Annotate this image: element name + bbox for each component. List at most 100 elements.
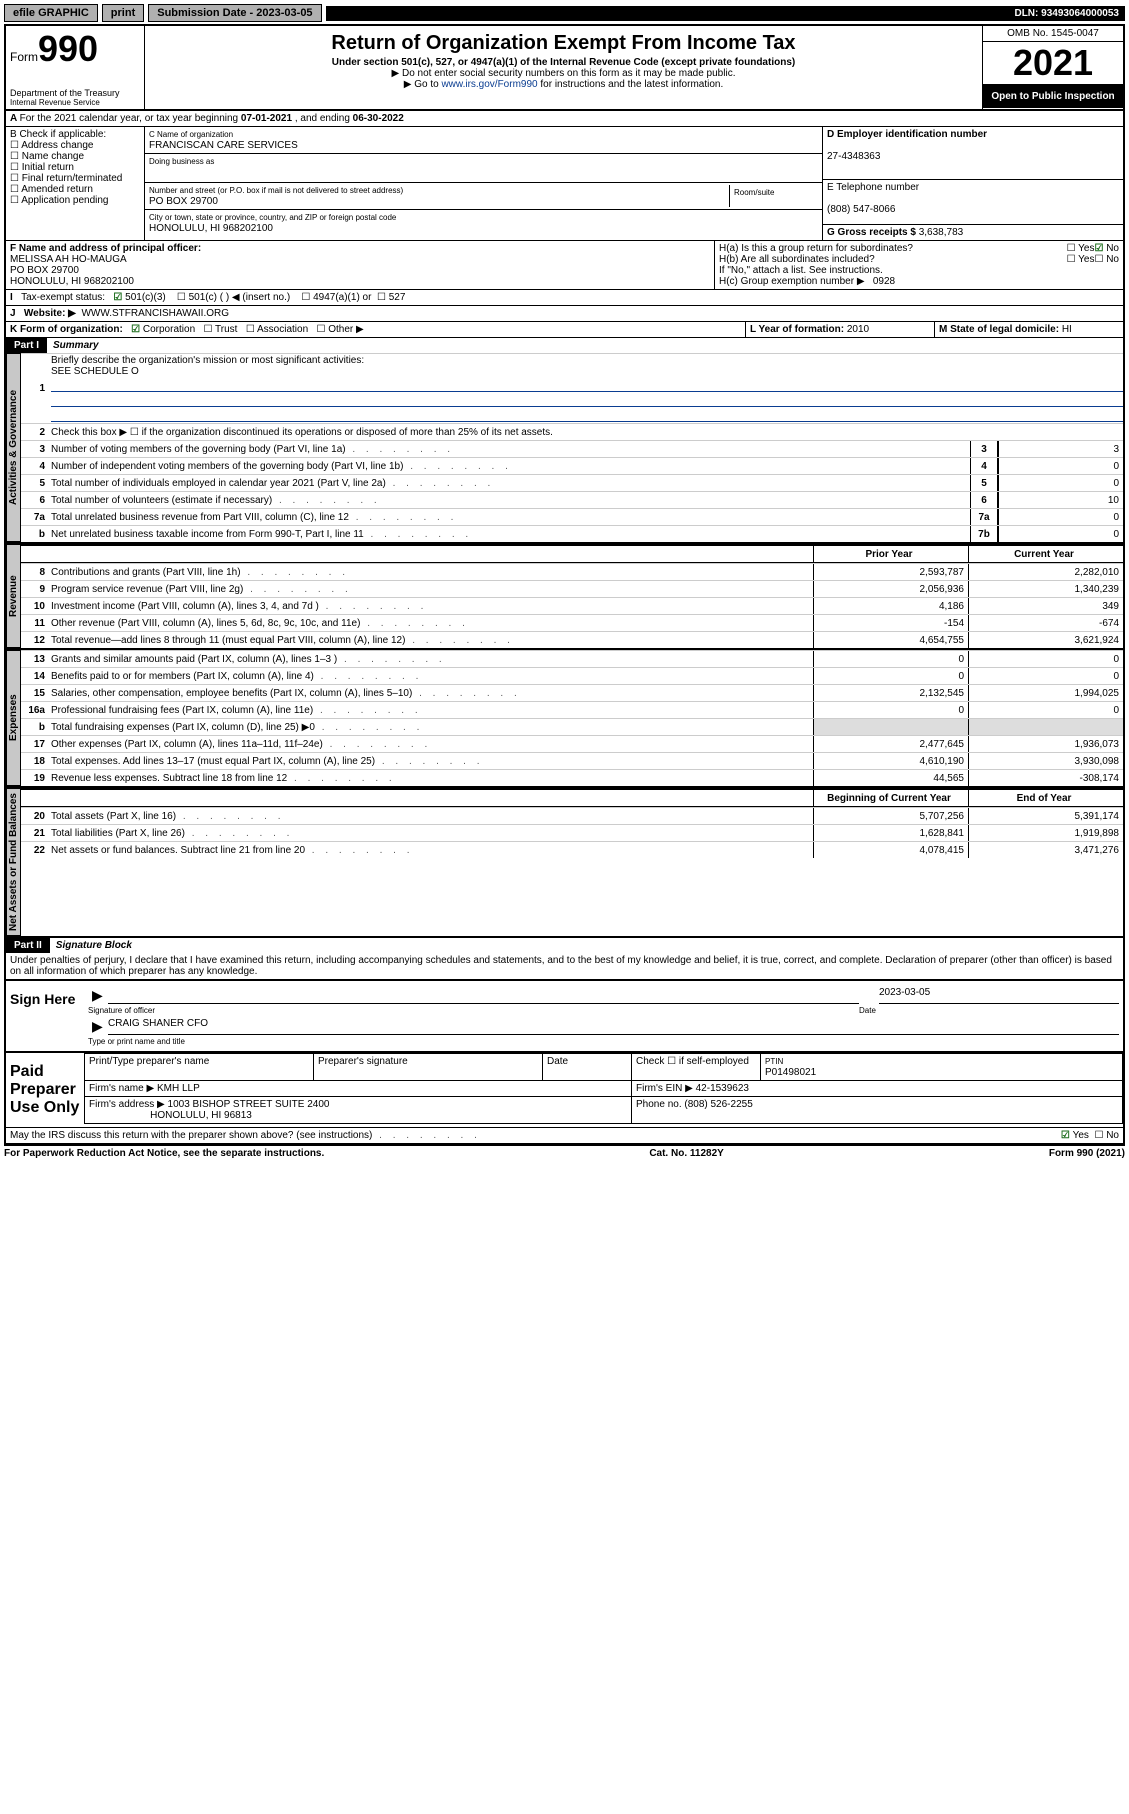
- year-formation: 2010: [847, 324, 869, 335]
- officer-name: MELISSA AH HO-MAUGA: [10, 254, 127, 265]
- part2-hdr: Part II: [6, 938, 50, 953]
- gov-line-7b: bNet unrelated business taxable income f…: [21, 525, 1123, 542]
- prep-phone: (808) 526-2255: [684, 1099, 752, 1110]
- prep-date-label: Date: [543, 1054, 632, 1081]
- dln: DLN: 93493064000053: [326, 6, 1125, 21]
- section-c: C Name of organizationFRANCISCAN CARE SE…: [145, 127, 822, 240]
- chk-501c[interactable]: 501(c) ( ) ◀ (insert no.): [177, 292, 290, 303]
- part1-title: Summary: [47, 338, 105, 353]
- state-domicile: HI: [1062, 324, 1072, 335]
- chk-association[interactable]: Association: [246, 324, 308, 335]
- line-10: 10Investment income (Part VIII, column (…: [21, 597, 1123, 614]
- line-19: 19Revenue less expenses. Subtract line 1…: [21, 769, 1123, 786]
- part1-hdr: Part I: [6, 338, 47, 353]
- form-990: Form990 Department of the Treasury Inter…: [4, 24, 1125, 1145]
- chk-address-change[interactable]: Address change: [10, 140, 140, 151]
- tab-expenses: Expenses: [6, 650, 21, 786]
- line-11: 11Other revenue (Part VIII, column (A), …: [21, 614, 1123, 631]
- h-a-no[interactable]: No: [1094, 243, 1119, 254]
- tab-net-assets: Net Assets or Fund Balances: [6, 788, 21, 936]
- print-btn[interactable]: print: [102, 4, 144, 22]
- chk-final-return[interactable]: Final return/terminated: [10, 173, 140, 184]
- h-b-yes[interactable]: Yes: [1067, 254, 1095, 265]
- dba-label: Doing business as: [149, 157, 214, 166]
- firm-ein: 42-1539623: [696, 1083, 749, 1094]
- h-b-no[interactable]: No: [1094, 254, 1119, 265]
- efile-btn[interactable]: efile GRAPHIC: [4, 4, 98, 22]
- topbar: efile GRAPHIC print Submission Date - 20…: [4, 4, 1125, 22]
- street-address: PO BOX 29700: [149, 196, 218, 207]
- line-b: bTotal fundraising expenses (Part IX, co…: [21, 718, 1123, 735]
- footer: For Paperwork Reduction Act Notice, see …: [4, 1145, 1125, 1161]
- prep-name-label: Print/Type preparer's name: [85, 1054, 314, 1081]
- gov-line-6: 6Total number of volunteers (estimate if…: [21, 491, 1123, 508]
- tab-revenue: Revenue: [6, 544, 21, 648]
- chk-other[interactable]: Other ▶: [317, 324, 364, 335]
- firm-name: KMH LLP: [157, 1083, 200, 1094]
- part-1: Part ISummary Activities & Governance 1B…: [6, 338, 1123, 936]
- h-a-yes[interactable]: Yes: [1067, 243, 1095, 254]
- irs-link[interactable]: www.irs.gov/Form990: [441, 79, 537, 90]
- paid-preparer: Paid Preparer Use Only Print/Type prepar…: [6, 1051, 1123, 1127]
- ein: 27-4348363: [827, 151, 880, 162]
- line-15: 15Salaries, other compensation, employee…: [21, 684, 1123, 701]
- line-17: 17Other expenses (Part IX, column (A), l…: [21, 735, 1123, 752]
- self-employed-chk[interactable]: Check ☐ if self-employed: [632, 1054, 761, 1081]
- footer-left: For Paperwork Reduction Act Notice, see …: [4, 1148, 324, 1159]
- tax-year: 2021: [983, 42, 1123, 85]
- omb-number: OMB No. 1545-0047: [983, 26, 1123, 42]
- tab-governance: Activities & Governance: [6, 353, 21, 542]
- chk-corporation[interactable]: Corporation: [131, 324, 195, 335]
- line-8: 8Contributions and grants (Part VIII, li…: [21, 563, 1123, 580]
- chk-application-pending[interactable]: Application pending: [10, 195, 140, 206]
- line-14: 14Benefits paid to or for members (Part …: [21, 667, 1123, 684]
- section-bcd: B Check if applicable: Address change Na…: [6, 127, 1123, 241]
- form-label: Form: [10, 50, 38, 64]
- col-current: Current Year: [968, 546, 1123, 562]
- org-name: FRANCISCAN CARE SERVICES: [149, 140, 298, 151]
- chk-501c3[interactable]: 501(c)(3): [113, 292, 165, 303]
- subtitle-1: Under section 501(c), 527, or 4947(a)(1)…: [149, 57, 978, 68]
- footer-center: Cat. No. 11282Y: [649, 1148, 723, 1159]
- line-18: 18Total expenses. Add lines 13–17 (must …: [21, 752, 1123, 769]
- section-fh: F Name and address of principal officer:…: [6, 241, 1123, 290]
- discuss-yes[interactable]: Yes: [1061, 1130, 1089, 1141]
- chk-amended-return[interactable]: Amended return: [10, 184, 140, 195]
- open-inspection: Open to Public Inspection: [983, 85, 1123, 108]
- line-2: Check this box ▶ ☐ if the organization d…: [51, 426, 1123, 439]
- line-9: 9Program service revenue (Part VIII, lin…: [21, 580, 1123, 597]
- footer-right: Form 990 (2021): [1049, 1148, 1125, 1159]
- section-h: H(a) Is this a group return for subordin…: [714, 241, 1123, 289]
- sig-date: 2023-03-05: [879, 987, 1119, 1004]
- gov-line-3: 3Number of voting members of the governi…: [21, 440, 1123, 457]
- irs-discuss: May the IRS discuss this return with the…: [6, 1127, 1123, 1143]
- col-beginning: Beginning of Current Year: [813, 790, 968, 806]
- part2-title: Signature Block: [50, 938, 138, 953]
- prep-sig-label: Preparer's signature: [314, 1054, 543, 1081]
- gov-line-7a: 7aTotal unrelated business revenue from …: [21, 508, 1123, 525]
- chk-name-change[interactable]: Name change: [10, 151, 140, 162]
- subtitle-3: ▶ Go to www.irs.gov/Form990 for instruct…: [149, 79, 978, 90]
- section-klm: K Form of organization: Corporation Trus…: [6, 322, 1123, 338]
- mission-desc: SEE SCHEDULE O: [51, 366, 139, 377]
- sign-here: Sign Here Signature of officer 2023-03-0…: [6, 979, 1123, 1051]
- section-j: J Website: ▶ WWW.STFRANCISHAWAII.ORG: [6, 306, 1123, 322]
- line-22: 22Net assets or fund balances. Subtract …: [21, 841, 1123, 858]
- section-deg: D Employer identification number27-43483…: [822, 127, 1123, 240]
- perjury-declaration: Under penalties of perjury, I declare th…: [6, 953, 1123, 979]
- section-i: I Tax-exempt status: 501(c)(3) 501(c) ( …: [6, 290, 1123, 306]
- ptin: P01498021: [765, 1067, 816, 1078]
- line-16a: 16aProfessional fundraising fees (Part I…: [21, 701, 1123, 718]
- gross-receipts: 3,638,783: [919, 227, 964, 238]
- discuss-no[interactable]: No: [1094, 1130, 1119, 1141]
- chk-4947[interactable]: 4947(a)(1) or: [301, 292, 371, 303]
- part-2: Part IISignature Block Under penalties o…: [6, 936, 1123, 1143]
- firm-addr: 1003 BISHOP STREET SUITE 2400: [168, 1099, 330, 1110]
- line-20: 20Total assets (Part X, line 16)5,707,25…: [21, 807, 1123, 824]
- subtitle-2: ▶ Do not enter social security numbers o…: [149, 68, 978, 79]
- gov-line-5: 5Total number of individuals employed in…: [21, 474, 1123, 491]
- chk-initial-return[interactable]: Initial return: [10, 162, 140, 173]
- chk-527[interactable]: 527: [377, 292, 405, 303]
- chk-trust[interactable]: Trust: [203, 324, 237, 335]
- room-suite-label: Room/suite: [734, 188, 774, 197]
